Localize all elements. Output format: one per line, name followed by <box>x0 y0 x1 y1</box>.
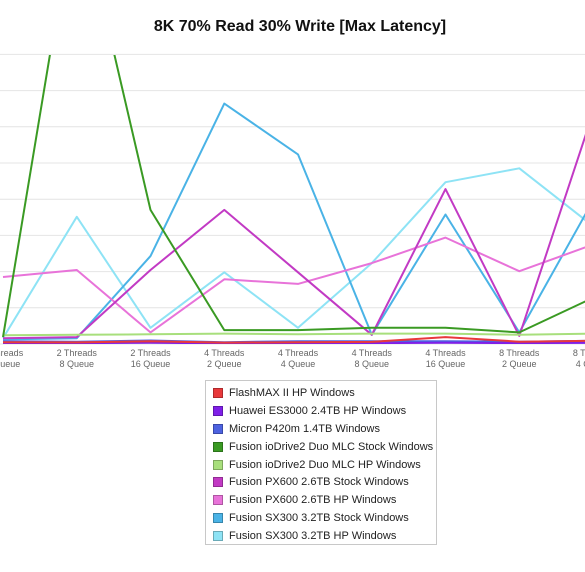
x-tick-label: 8 Threads 2 Queue <box>499 348 540 369</box>
series-line-fusion-sx300-3-2tb-hp-windows <box>2 167 585 339</box>
legend-label: Fusion ioDrive2 Duo MLC HP Windows <box>229 458 421 471</box>
legend-item: Micron P420m 1.4TB Windows <box>213 420 436 438</box>
legend-swatch <box>213 387 223 398</box>
chart-title: 8K 70% Read 30% Write [Max Latency] <box>153 18 447 35</box>
legend-label: Fusion PX600 2.6TB HP Windows <box>229 494 397 507</box>
grid-lines <box>0 53 585 345</box>
legend-item: Fusion SX300 3.2TB Stock Windows <box>213 509 436 527</box>
legend: FlashMAX II HP Windows Huawei ES3000 2.4T… <box>205 380 437 545</box>
legend-swatch <box>213 495 223 506</box>
legend-item: FlashMAX II HP Windows <box>213 384 436 402</box>
legend-swatch <box>213 405 223 416</box>
legend-label: FlashMAX II HP Windows <box>229 386 355 399</box>
legend-label: Fusion SX300 3.2TB Stock Windows <box>229 512 409 525</box>
legend-swatch <box>213 423 223 434</box>
series-line-flashmax-ii-hp-windows <box>2 336 585 344</box>
series-line-fusion-iodrive2-duo-mlc-hp-windows <box>2 332 585 337</box>
x-tick-label: 4 Threads 2 Queue <box>204 348 245 369</box>
x-tick-label: 4 Threads 4 Queue <box>278 348 319 369</box>
legend-item: Fusion PX600 2.6TB Stock Windows <box>213 473 436 491</box>
legend-label: Micron P420m 1.4TB Windows <box>229 422 380 435</box>
legend-item: Fusion PX600 2.6TB HP Windows <box>213 491 436 509</box>
x-tick-label: 4 Threads 8 Queue <box>352 348 393 369</box>
series-line-fusion-iodrive2-duo-mlc-stock-windows <box>2 55 585 338</box>
legend-label: Fusion PX600 2.6TB Stock Windows <box>229 476 409 489</box>
legend-swatch <box>213 531 223 542</box>
legend-swatch <box>213 477 223 488</box>
series-line-fusion-px600-2-6tb-stock-windows <box>2 133 585 340</box>
legend-swatch <box>213 459 223 470</box>
x-tick-label: 2 Threads 8 Queue <box>57 348 98 369</box>
legend-item: Fusion SX300 3.2TB HP Windows <box>213 527 436 545</box>
legend-swatch <box>213 513 223 524</box>
x-tick-label: 4 Threads 16 Queue <box>425 348 466 369</box>
legend-item: Fusion ioDrive2 Duo MLC HP Windows <box>213 456 436 474</box>
series-line-huawei-es3000-2-4tb-hp-windows <box>2 341 585 344</box>
x-tick-label: 2 Threads 16 Queue <box>130 348 171 369</box>
series-line-fusion-sx300-3-2tb-stock-windows <box>2 102 585 341</box>
legend-label: Fusion ioDrive2 Duo MLC Stock Windows <box>229 440 434 453</box>
legend-item: Huawei ES3000 2.4TB HP Windows <box>213 402 436 420</box>
legend-label: Fusion SX300 3.2TB HP Windows <box>229 530 397 543</box>
series-group <box>2 55 585 344</box>
series-line-fusion-px600-2-6tb-hp-windows <box>2 236 585 334</box>
legend-label: Huawei ES3000 2.4TB HP Windows <box>229 404 407 417</box>
legend-item: Fusion ioDrive2 Duo MLC Stock Windows <box>213 438 436 456</box>
legend-swatch <box>213 441 223 452</box>
